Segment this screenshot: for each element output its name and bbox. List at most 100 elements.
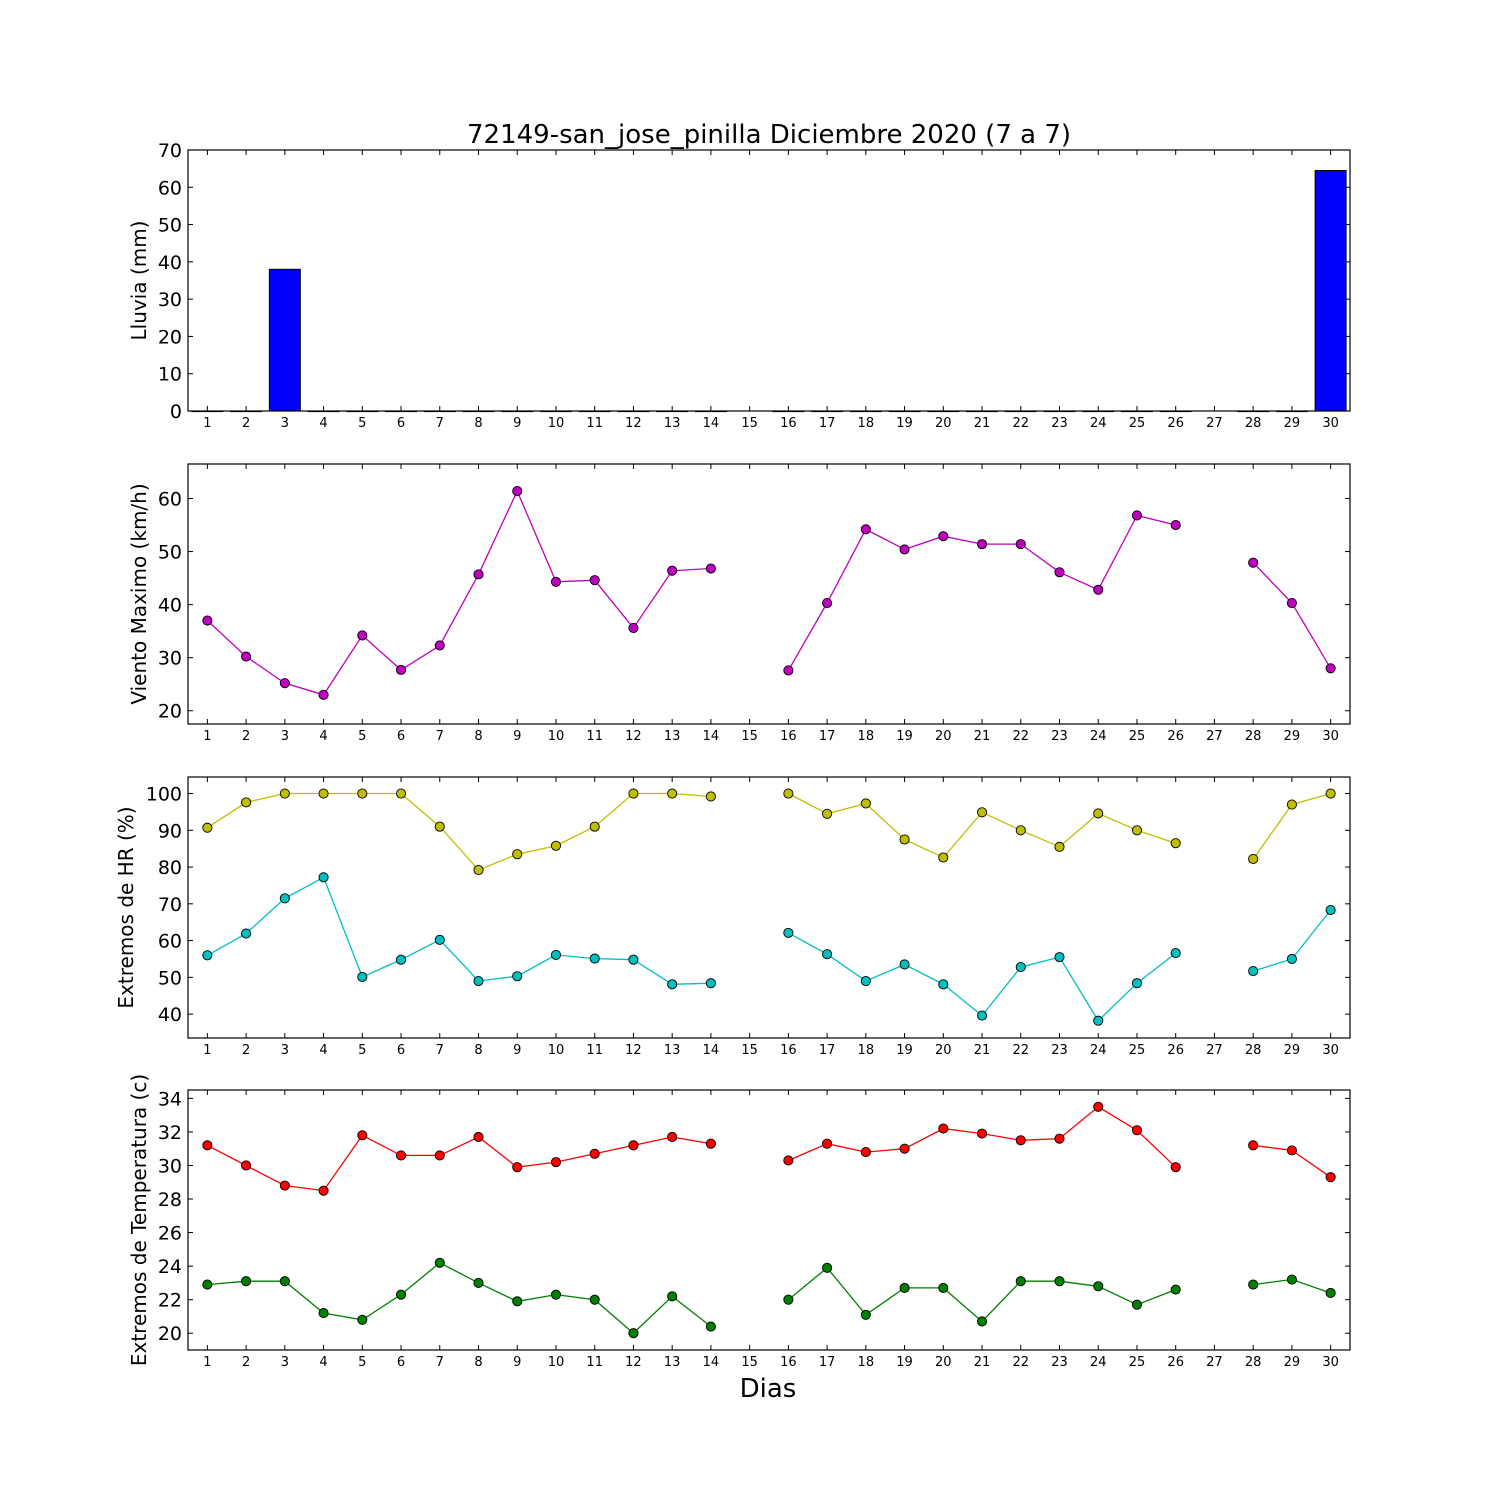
data-point [822, 1138, 833, 1149]
x-tick-label: 24 [1090, 729, 1107, 744]
data-point [473, 569, 484, 580]
series-line [787, 1266, 1176, 1323]
x-tick-label: 11 [586, 1043, 603, 1058]
x-tick-label: 15 [741, 1043, 758, 1058]
x-tick-label: 14 [703, 1043, 720, 1058]
x-tick-label: 10 [548, 1043, 565, 1058]
x-tick-label: 2 [242, 1355, 250, 1370]
data-point [202, 950, 213, 961]
y-tick-label: 32 [158, 1122, 182, 1144]
x-tick-label: 21 [974, 416, 991, 431]
x-tick-label: 27 [1206, 1355, 1223, 1370]
data-point [783, 927, 794, 938]
x-tick-label: 8 [474, 729, 482, 744]
x-tick-label: 30 [1322, 416, 1339, 431]
data-point [667, 979, 678, 990]
y-tick-label: 60 [158, 931, 182, 953]
x-tick-label: 22 [1012, 416, 1029, 431]
x-tick-label: 4 [319, 729, 327, 744]
data-point [357, 1314, 368, 1325]
data-point [434, 1150, 445, 1161]
data-point [473, 1277, 484, 1288]
series-line [207, 1262, 712, 1335]
data-point [783, 665, 794, 676]
data-point [1248, 853, 1259, 865]
data-point [357, 1130, 368, 1141]
x-tick-label: 4 [319, 1355, 327, 1370]
data-point [1170, 838, 1181, 849]
y-tick-label: 40 [158, 1004, 182, 1026]
data-point [667, 788, 678, 799]
plot-frame [187, 463, 1351, 725]
x-tick-label: 8 [474, 416, 482, 431]
data-point [395, 664, 407, 675]
data-point [279, 788, 290, 799]
data-point [1131, 1299, 1143, 1310]
data-point [1131, 1125, 1143, 1136]
data-point [1015, 825, 1026, 836]
data-point [550, 1289, 562, 1300]
x-tick-label: 22 [1012, 729, 1029, 744]
x-tick-label: 15 [741, 729, 758, 744]
data-point [357, 971, 368, 983]
x-tick-label: 5 [358, 1355, 366, 1370]
x-tick-label: 2 [242, 729, 250, 744]
data-point [395, 1150, 407, 1161]
data-point [1325, 663, 1336, 674]
data-point [628, 1328, 639, 1339]
data-point [1093, 1281, 1104, 1292]
data-point [589, 821, 600, 832]
x-tick-label: 25 [1129, 1043, 1146, 1058]
data-point [1054, 567, 1065, 578]
x-tick-label: 4 [319, 416, 327, 431]
x-tick-label: 21 [974, 1355, 991, 1370]
data-point [822, 1262, 833, 1273]
data-point [202, 615, 213, 626]
data-point [589, 1294, 600, 1305]
x-tick-label: 24 [1090, 1355, 1107, 1370]
data-point [512, 486, 523, 497]
x-tick-label: 12 [625, 1355, 642, 1370]
x-tick-label: 18 [858, 416, 875, 431]
plot-frame [187, 776, 1351, 1039]
x-tick-label: 12 [625, 729, 642, 744]
series-2 [202, 1257, 1336, 1339]
x-tick-label: 13 [664, 729, 681, 744]
x-tick-label: 5 [358, 1043, 366, 1058]
y-axis-label: Lluvia (mm) [127, 221, 151, 341]
x-tick-label: 24 [1090, 416, 1107, 431]
x-tick-label: 11 [586, 729, 603, 744]
data-point [550, 576, 562, 587]
data-point [628, 954, 639, 965]
data-point [318, 689, 329, 700]
data-point [1131, 510, 1143, 521]
x-tick-label: 29 [1284, 1043, 1301, 1058]
data-point [705, 1138, 716, 1149]
x-tick-label: 6 [397, 1355, 405, 1370]
plot-frame [187, 149, 1351, 412]
x-tick-label: 8 [474, 1043, 482, 1058]
series-line [787, 514, 1176, 671]
data-point [434, 934, 445, 945]
data-point [512, 1296, 523, 1307]
x-tick-label: 1 [203, 1043, 211, 1058]
data-point [1170, 1284, 1181, 1295]
data-point [1093, 1015, 1104, 1026]
x-tick-label: 11 [586, 1355, 603, 1370]
x-tick-label: 17 [819, 1043, 836, 1058]
data-point [667, 1131, 678, 1143]
x-tick-label: 18 [858, 1355, 875, 1370]
x-tick-label: 4 [319, 1043, 327, 1058]
x-tick-label: 22 [1012, 1355, 1029, 1370]
data-point [899, 959, 910, 970]
data-point [976, 807, 988, 818]
data-point [899, 1143, 910, 1154]
data-point [512, 971, 523, 982]
data-point [241, 797, 252, 808]
data-point [783, 1155, 794, 1166]
data-point [241, 1160, 252, 1171]
